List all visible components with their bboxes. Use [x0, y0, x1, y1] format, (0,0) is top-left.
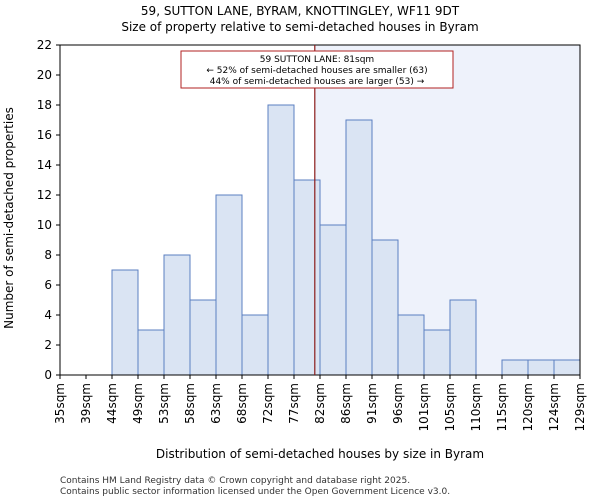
y-tick-label-12: 12 — [37, 188, 52, 202]
annotation-border — [180, 50, 454, 89]
chart-title-line1: 59, SUTTON LANE, BYRAM, KNOTTINGLEY, WF1… — [141, 4, 460, 18]
x-axis-label: Distribution of semi-detached houses by … — [156, 447, 484, 461]
bar-68sqm — [241, 314, 269, 376]
bar-105sqm — [449, 299, 477, 376]
x-tick-label-44sqm: 44sqm — [105, 383, 119, 424]
y-tick-label-22: 22 — [37, 38, 52, 52]
bar-72sqm — [267, 104, 295, 376]
annotation-line3: 44% of semi-detached houses are larger (… — [210, 77, 425, 87]
x-tick-label-82sqm: 82sqm — [313, 383, 327, 424]
x-tick-label-35sqm: 35sqm — [53, 383, 67, 424]
x-tick-label-53sqm: 53sqm — [157, 383, 171, 424]
bar-77sqm — [293, 179, 321, 376]
bar-49sqm — [137, 329, 165, 376]
annotation-line1: 59 SUTTON LANE: 81sqm — [260, 55, 374, 65]
x-tick-label-96sqm: 96sqm — [391, 383, 405, 424]
y-tick-label-14: 14 — [37, 158, 52, 172]
x-tick-label-72sqm: 72sqm — [261, 383, 275, 424]
annotation-line2: ← 52% of semi-detached houses are smalle… — [206, 66, 427, 76]
x-tick-label-86sqm: 86sqm — [339, 383, 353, 424]
x-tick-label-49sqm: 49sqm — [131, 383, 145, 424]
bar-91sqm — [371, 239, 399, 376]
y-tick-label-6: 6 — [44, 278, 52, 292]
x-tick-label-39sqm: 39sqm — [79, 383, 93, 424]
y-tick-label-2: 2 — [44, 338, 52, 352]
y-tick-label-0: 0 — [44, 368, 52, 382]
bar-120sqm — [527, 359, 555, 376]
y-tick-label-10: 10 — [37, 218, 52, 232]
y-tick-label-8: 8 — [44, 248, 52, 262]
x-tick-label-105sqm: 105sqm — [443, 383, 457, 431]
y-tick-label-18: 18 — [37, 98, 52, 112]
chart-title-line2: Size of property relative to semi-detach… — [121, 20, 478, 34]
footer-line1: Contains HM Land Registry data © Crown c… — [60, 476, 410, 486]
bar-124sqm — [553, 359, 581, 376]
bar-53sqm — [163, 254, 191, 376]
bar-82sqm — [319, 224, 347, 376]
x-tick-label-129sqm: 129sqm — [573, 383, 587, 431]
bar-86sqm — [345, 119, 373, 376]
annotation-box: 59 SUTTON LANE: 81sqm ← 52% of semi-deta… — [180, 50, 454, 89]
x-tick-label-101sqm: 101sqm — [417, 383, 431, 431]
x-tick-label-63sqm: 63sqm — [209, 383, 223, 424]
bar-115sqm — [501, 359, 529, 376]
bar-58sqm — [189, 299, 217, 376]
x-tick-label-110sqm: 110sqm — [469, 383, 483, 431]
x-tick-label-120sqm: 120sqm — [521, 383, 535, 431]
plot-area: 0 2 4 6 8 10 12 14 16 18 20 22 35sqm 39sqm 44sqm 49sqm 5… — [37, 38, 587, 431]
y-tick-label-20: 20 — [37, 68, 52, 82]
y-axis-label: Number of semi-detached properties — [2, 107, 16, 329]
bar-96sqm — [397, 314, 425, 376]
footer-line2: Contains public sector information licen… — [60, 487, 450, 497]
bar-101sqm — [423, 329, 451, 376]
x-tick-label-124sqm: 124sqm — [547, 383, 561, 431]
x-tick-label-77sqm: 77sqm — [287, 383, 301, 424]
x-tick-label-91sqm: 91sqm — [365, 383, 379, 424]
x-tick-label-115sqm: 115sqm — [495, 383, 509, 431]
bar-44sqm — [111, 269, 139, 376]
x-tick-label-58sqm: 58sqm — [183, 383, 197, 424]
y-tick-label-4: 4 — [44, 308, 52, 322]
x-tick-label-68sqm: 68sqm — [235, 383, 249, 424]
bar-63sqm — [215, 194, 243, 376]
y-tick-label-16: 16 — [37, 128, 52, 142]
